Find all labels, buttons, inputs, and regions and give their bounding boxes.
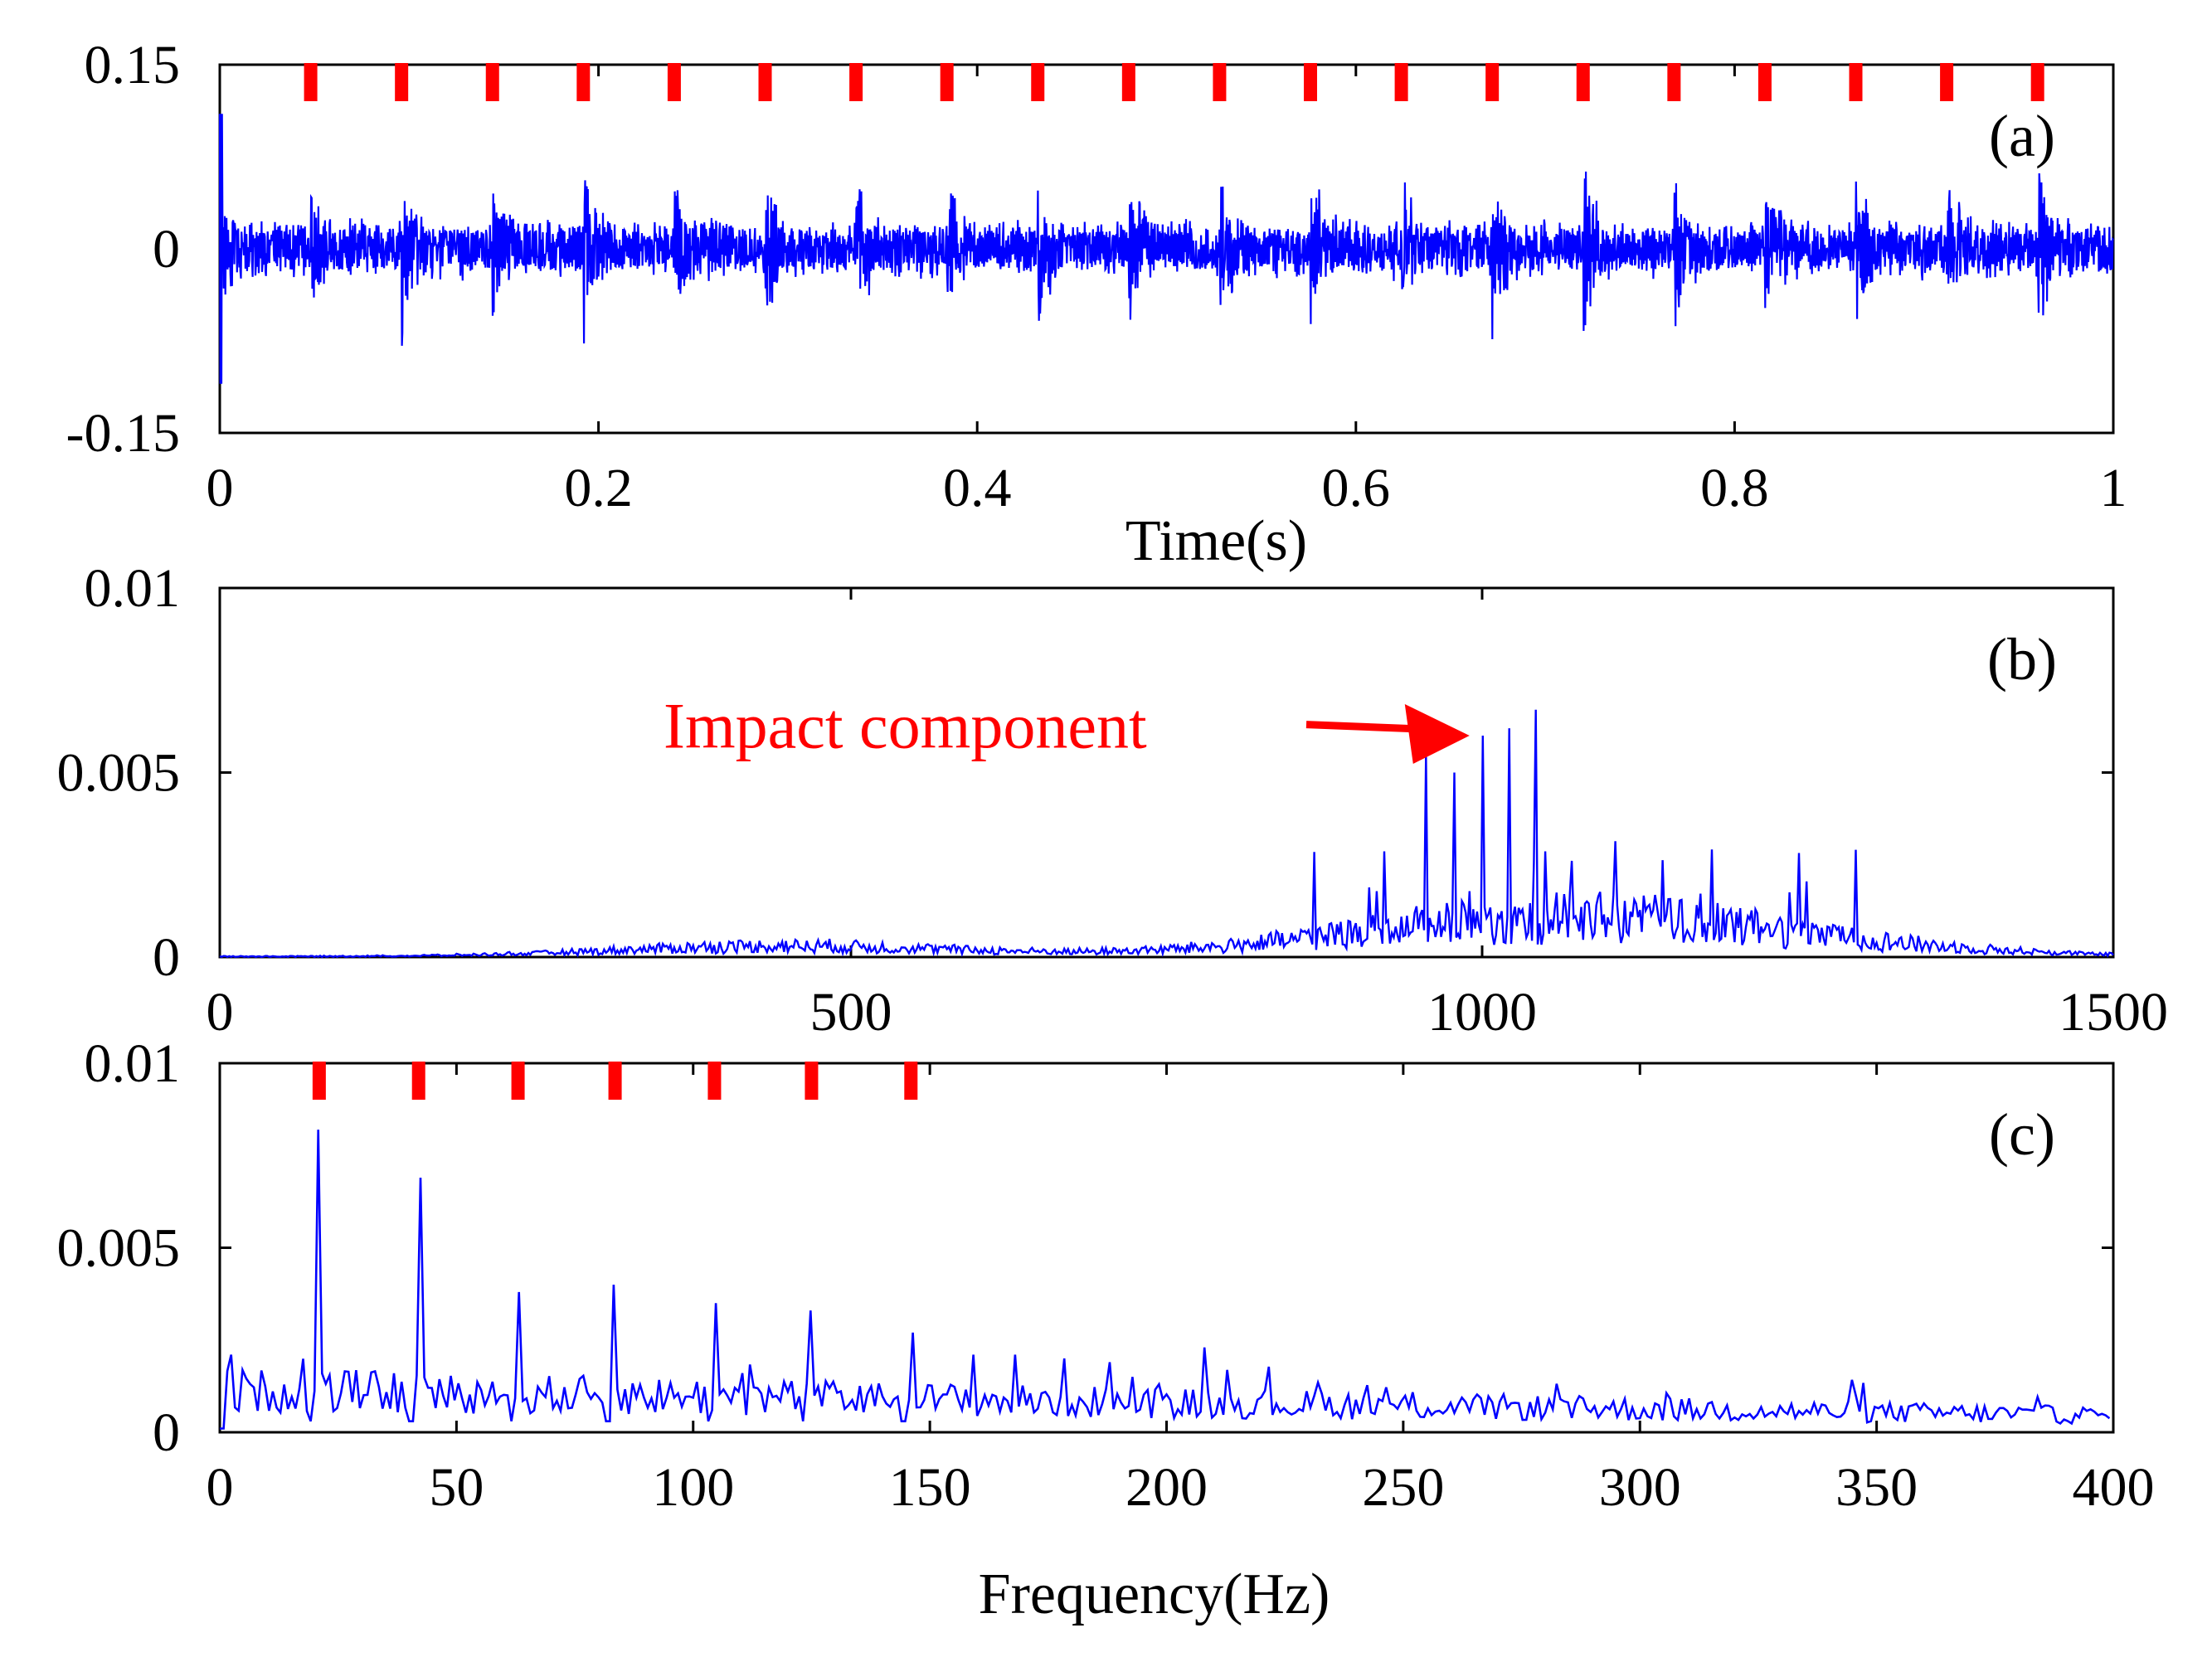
harmonic-marker bbox=[2030, 63, 2044, 101]
harmonic-marker bbox=[411, 1062, 425, 1100]
x-tick-label: 0 bbox=[207, 458, 234, 518]
x-tick-label: 1000 bbox=[1427, 982, 1537, 1042]
y-tick-label: 0.15 bbox=[85, 35, 181, 95]
x-axis-label: Frequency(Hz) bbox=[979, 1562, 1330, 1626]
series-line-time-signal bbox=[218, 114, 2114, 384]
y-tick-label: 0 bbox=[153, 219, 180, 279]
harmonic-marker bbox=[395, 63, 409, 101]
x-axis-label: Time(s) bbox=[1125, 509, 1307, 573]
x-tick-label: 0.6 bbox=[1322, 458, 1391, 518]
harmonic-marker bbox=[758, 63, 772, 101]
harmonic-marker bbox=[312, 1062, 326, 1100]
harmonic-marker bbox=[1485, 63, 1500, 101]
y-tick-label: 0 bbox=[153, 1402, 180, 1463]
harmonic-marker bbox=[849, 63, 863, 101]
panel-label: (c) bbox=[1989, 1101, 2055, 1168]
harmonic-marker bbox=[805, 1062, 819, 1100]
panel-a: 0 0.2 0.4 0.6 0.8 1 -0.15 0 0.15 (a) Time(s) bbox=[66, 35, 2127, 573]
series-line-spectrum bbox=[219, 709, 2114, 959]
harmonic-marker bbox=[1394, 63, 1408, 101]
x-tick-label: 250 bbox=[1362, 1457, 1444, 1518]
x-tick-label: 1 bbox=[2100, 458, 2127, 518]
panel-label: (a) bbox=[1989, 103, 2055, 169]
panel-b: 0 500 1000 1500 0 0.005 0.01 (b) Impact componen… bbox=[57, 558, 2169, 1042]
y-tick-label: 0 bbox=[153, 927, 180, 988]
x-tick-label: 50 bbox=[429, 1457, 484, 1518]
annotation-arrow-shaft bbox=[1305, 721, 1420, 733]
x-tick-label: 1500 bbox=[2059, 982, 2168, 1042]
x-tick-label: 0.8 bbox=[1700, 458, 1769, 518]
x-tick-label: 0.4 bbox=[943, 458, 1012, 518]
harmonic-marker bbox=[1576, 63, 1590, 101]
harmonic-marker bbox=[1213, 63, 1227, 101]
plot-frame bbox=[218, 586, 2115, 959]
harmonic-marker bbox=[707, 1062, 722, 1100]
harmonic-marker bbox=[608, 1062, 622, 1100]
harmonic-marker bbox=[667, 63, 681, 101]
panel-label: (b) bbox=[1987, 626, 2057, 692]
harmonic-marker bbox=[1121, 63, 1135, 101]
harmonic-marker bbox=[511, 1062, 525, 1100]
annotation-text: Impact component bbox=[664, 690, 1147, 762]
panel-c: 0 50 100 150 200 250 300 350 400 0 0.005 0.01 (c) Fre… bbox=[57, 1033, 2155, 1626]
harmonic-marker bbox=[1940, 63, 1954, 101]
x-tick-label: 400 bbox=[2073, 1457, 2155, 1518]
x-tick-label: 150 bbox=[889, 1457, 971, 1518]
harmonic-marker bbox=[1031, 63, 1045, 101]
harmonic-marker bbox=[940, 63, 954, 101]
x-tick-label: 0 bbox=[207, 1457, 234, 1518]
x-tick-label: 200 bbox=[1125, 1457, 1208, 1518]
plot-frame bbox=[218, 1062, 2115, 1434]
x-tick-label: 100 bbox=[652, 1457, 734, 1518]
harmonic-marker bbox=[485, 63, 499, 101]
x-tick-label: 350 bbox=[1835, 1457, 1918, 1518]
x-tick-label: 0 bbox=[207, 982, 234, 1042]
harmonic-marker bbox=[1667, 63, 1681, 101]
y-tick-label: 0.005 bbox=[57, 743, 181, 804]
harmonic-marker bbox=[576, 63, 591, 101]
y-tick-label: 0.01 bbox=[85, 1033, 181, 1094]
annotation-arrow-head bbox=[1404, 704, 1470, 764]
x-tick-label: 300 bbox=[1599, 1457, 1681, 1518]
harmonic-marker bbox=[304, 63, 318, 101]
harmonic-marker bbox=[1849, 63, 1863, 101]
harmonic-marker bbox=[904, 1062, 918, 1100]
x-tick-label: 500 bbox=[810, 982, 892, 1042]
x-tick-label: 0.2 bbox=[564, 458, 633, 518]
y-tick-label: 0.005 bbox=[57, 1218, 181, 1279]
y-tick-label: 0.01 bbox=[85, 558, 181, 619]
series-line-envelope-spectrum bbox=[220, 1130, 2111, 1430]
harmonic-marker bbox=[1304, 63, 1318, 101]
y-tick-label: -0.15 bbox=[66, 403, 180, 464]
harmonic-marker bbox=[1757, 63, 1772, 101]
